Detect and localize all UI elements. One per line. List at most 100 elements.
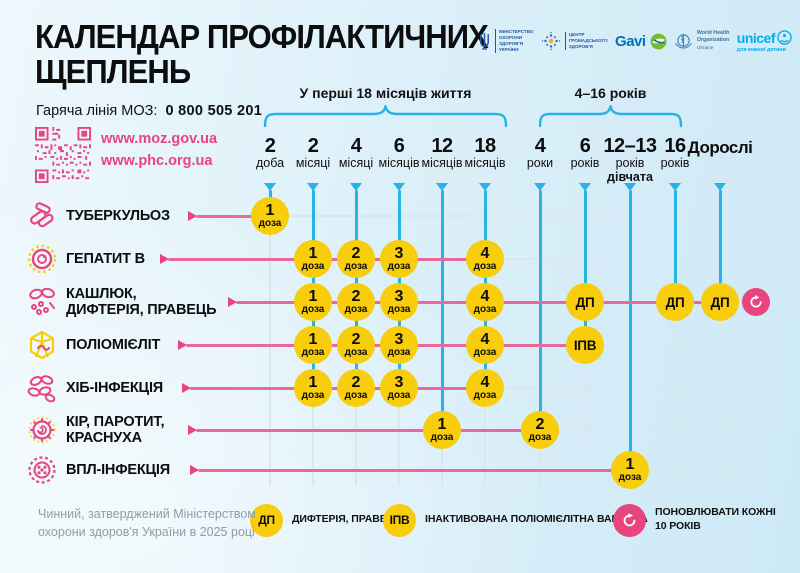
column-arrow-icon	[669, 183, 681, 191]
link-moz[interactable]: www.moz.gov.ua	[101, 131, 218, 147]
grid-line-vertical	[398, 388, 400, 486]
refresh-icon	[613, 503, 646, 537]
page-title: КАЛЕНДАР ПРОФІЛАКТИЧНИХ ЩЕПЛЕНЬ	[35, 18, 489, 90]
column-age-unit: місяців	[464, 156, 506, 170]
dose-badge: 2 доза	[337, 283, 375, 321]
column-arrow-icon	[579, 183, 591, 191]
column-age: 2	[307, 135, 319, 157]
column-header-8: 6 років	[543, 136, 627, 170]
column-arrow-icon	[714, 183, 726, 191]
column-arrow-icon	[534, 183, 546, 191]
dose-badge: 4 доза	[466, 283, 504, 321]
row-label-tuberculosis: ТУБЕРКУЛЬОЗ	[66, 207, 170, 224]
column-header-6: 18 місяців	[443, 136, 527, 170]
polio-icon	[26, 329, 58, 361]
trident-icon	[480, 32, 489, 50]
column-arrow-icon	[307, 183, 319, 191]
column-age-unit: роки	[526, 156, 554, 170]
dose-badge: ДП	[656, 283, 694, 321]
column-timeline	[628, 190, 632, 470]
column-timeline	[673, 190, 677, 302]
legend-text-dp: ДИФТЕРІЯ, ПРАВЕЦЬ	[292, 513, 402, 526]
legend-item-repeat: ПОНОВЛЮВАТИ КОЖНІ 10 РОКІВ	[613, 503, 776, 537]
column-arrow-icon	[350, 183, 362, 191]
row-arrow-icon	[190, 464, 199, 475]
column-arrow-icon	[624, 183, 636, 191]
unicef-emblem-icon	[777, 30, 792, 45]
row-label-measles-mumps-rubella: КІР, ПАРОТИТ, КРАСНУХА	[66, 413, 165, 446]
column-age: 2	[264, 135, 276, 157]
column-arrow-icon	[479, 183, 491, 191]
row-arrow-icon	[188, 210, 197, 221]
logos-bar: МІНІСТЕРСТВО ОХОРОНИ ЗДОРОВ'Я УКРАЇНИ	[478, 20, 792, 62]
dose-badge: 2 доза	[337, 326, 375, 364]
brace-first-18-months	[263, 105, 508, 128]
column-age: 6	[393, 135, 405, 157]
column-age: 12–13	[603, 135, 657, 157]
column-header-10: 16 років	[633, 136, 717, 170]
column-age-unit: місяців	[421, 156, 463, 170]
dose-badge: 4 доза	[466, 240, 504, 278]
column-age-unit: років	[660, 156, 690, 170]
dose-badge: 3 доза	[380, 369, 418, 407]
row-line	[198, 468, 630, 472]
column-age: 16	[664, 135, 686, 157]
dose-badge: 4 доза	[466, 326, 504, 364]
who-logo-text: World Health Organization Ukraine	[696, 30, 730, 51]
bracket-label-first-18-months: У перші 18 місяців життя	[299, 85, 472, 101]
moh-logo: МІНІСТЕРСТВО ОХОРОНИ ЗДОРОВ'Я УКРАЇНИ	[478, 29, 534, 53]
grid-line-horizontal	[630, 469, 772, 471]
row-label-polio: ПОЛІОМІЄЛІТ	[66, 336, 161, 353]
column-arrow-icon	[393, 183, 405, 191]
phc-sun-icon	[541, 31, 561, 51]
dose-badge: 1 доза	[294, 369, 332, 407]
measles-mumps-rubella-icon	[26, 414, 58, 446]
column-age: 18	[474, 135, 496, 157]
dose-badge: 1 доза	[294, 240, 332, 278]
column-header-1: 2 доба	[228, 136, 312, 170]
hotline: Гаряча лінія МОЗ: 0 800 505 201	[36, 103, 262, 119]
dose-badge: ДП	[566, 283, 604, 321]
column-age-unit: років	[570, 156, 600, 170]
dose-badge: 1 доза	[251, 197, 289, 235]
row-line	[196, 214, 270, 218]
column-age-unit: доба	[255, 156, 285, 170]
link-phc[interactable]: www.phc.org.ua	[101, 152, 213, 169]
dose-badge: 1 доза	[611, 451, 649, 489]
dose-badge: 1 доза	[423, 411, 461, 449]
bracket-label-4-16-years: 4–16 років	[574, 85, 647, 101]
grid-line-vertical	[719, 302, 721, 486]
dose-badge: 3 доза	[380, 240, 418, 278]
row-arrow-icon	[160, 253, 169, 264]
dose-badge: 3 доза	[380, 283, 418, 321]
gavi-globe-icon	[650, 33, 666, 49]
column-timeline	[583, 190, 587, 345]
dose-badge: 1 доза	[294, 283, 332, 321]
dose-badge: 3 доза	[380, 326, 418, 364]
column-timeline	[718, 190, 722, 302]
unicef-logo: unicef для кожної дитини	[737, 30, 792, 53]
grid-line-horizontal	[270, 215, 772, 217]
legend-text-ipv: ІНАКТИВОВАНА ПОЛІОМІЄЛІТНА ВАКЦИНА	[425, 513, 648, 526]
hepatitis-b-icon	[26, 243, 58, 275]
qr-code	[35, 127, 91, 183]
row-line	[196, 428, 540, 432]
dose-badge: 1 доза	[294, 326, 332, 364]
column-header-2: 2 місяці	[271, 136, 355, 170]
dp-badge: ДП	[250, 503, 283, 537]
column-age-unit: років	[615, 156, 645, 170]
grid-line-vertical	[584, 345, 586, 486]
who-emblem-icon	[674, 34, 692, 50]
dose-badge: ІПВ	[566, 326, 604, 364]
grid-line-vertical	[484, 388, 486, 486]
row-label-hepatitis-b: ГЕПАТИТ В	[66, 250, 145, 267]
dose-badge: ДП	[701, 283, 739, 321]
grid-line-vertical	[441, 430, 443, 486]
column-header-9: 12–13 років дівчата	[588, 136, 672, 185]
grid-line-horizontal	[540, 429, 772, 431]
legend-item-dp: ДП ДИФТЕРІЯ, ПРАВЕЦЬ	[250, 503, 402, 537]
grid-line-vertical	[269, 216, 271, 486]
grid-line-vertical	[355, 388, 357, 486]
row-arrow-icon	[188, 424, 197, 435]
ipv-badge: ІПВ	[383, 503, 416, 537]
